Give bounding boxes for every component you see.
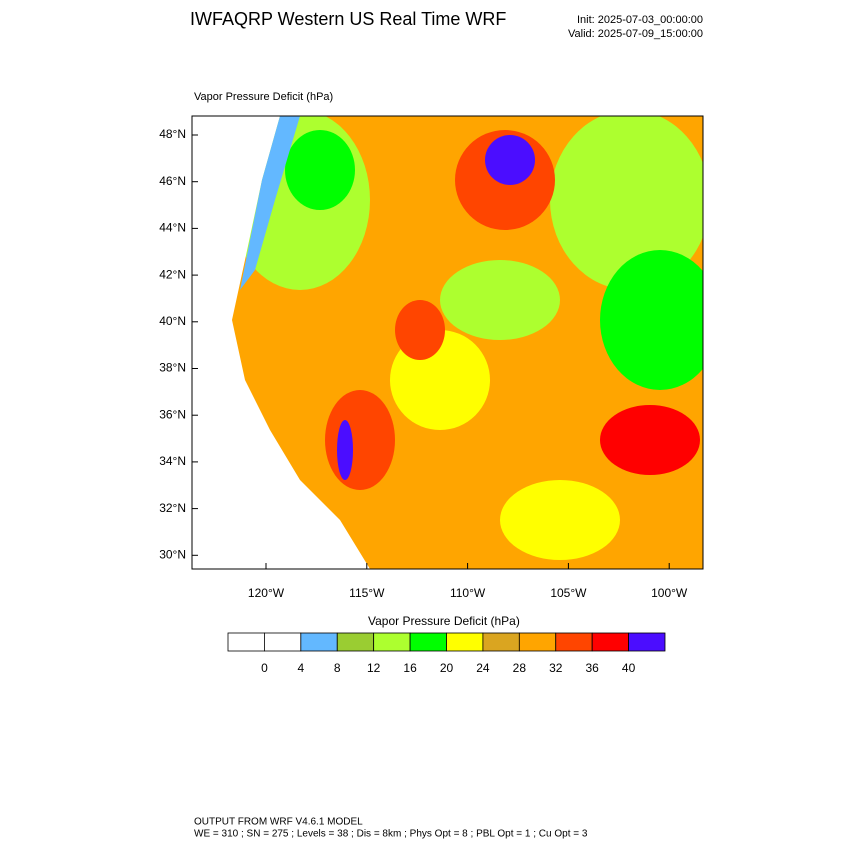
colorbar-label: 20 — [440, 661, 454, 675]
lat-label: 30°N — [159, 547, 186, 561]
colorbar-box — [336, 632, 375, 652]
colorbar-box — [628, 632, 666, 652]
colorbar-box — [373, 632, 411, 652]
colorbar-label: 16 — [403, 661, 417, 675]
lat-label: 48°N — [159, 127, 186, 141]
colorbar-label: 0 — [261, 661, 268, 675]
colorbar-label: 28 — [513, 661, 527, 675]
lat-label: 42°N — [159, 267, 186, 281]
footer-line: OUTPUT FROM WRF V4.6.1 MODEL — [194, 817, 363, 828]
lat-label: 36°N — [159, 407, 186, 421]
lon-label: 115°W — [349, 586, 385, 600]
colorbar-box — [264, 632, 302, 652]
colorbar-label: 24 — [476, 661, 490, 675]
lon-label: 100°W — [651, 586, 688, 600]
colorbar-label: 12 — [367, 661, 381, 675]
colorbar-label: 40 — [622, 661, 636, 675]
colorbar-box — [446, 632, 484, 652]
footer-line: WE = 310 ; SN = 275 ; Levels = 38 ; Dis … — [194, 829, 588, 840]
colorbar-box — [409, 632, 447, 652]
lon-label: 120°W — [248, 586, 285, 600]
lat-label: 34°N — [159, 454, 186, 468]
title: IWFAQRP Western US Real Time WRF — [190, 9, 506, 29]
lat-label: 38°N — [159, 361, 186, 375]
map-frame — [191, 115, 704, 570]
lon-label: 110°W — [450, 586, 486, 600]
colorbar-box — [555, 632, 593, 652]
lon-label: 105°W — [550, 586, 587, 600]
colorbar-title: Vapor Pressure Deficit (hPa) — [368, 614, 520, 628]
colorbar-box — [518, 632, 557, 652]
map-label: Vapor Pressure Deficit (hPa) — [194, 91, 333, 103]
lat-label: 44°N — [159, 221, 186, 235]
lat-label: 40°N — [159, 314, 186, 328]
lat-label: 32°N — [159, 501, 186, 515]
colorbar-label: 8 — [334, 661, 341, 675]
colorbar-box — [482, 632, 520, 652]
colorbar-box — [300, 632, 338, 652]
lat-label: 46°N — [159, 174, 186, 188]
valid-time: Valid: 2025-07-09_15:00:00 — [568, 28, 703, 40]
init-time: Init: 2025-07-03_00:00:00 — [577, 14, 703, 26]
colorbar-box — [591, 632, 629, 652]
colorbar-box — [227, 632, 265, 652]
colorbar-label: 32 — [549, 661, 563, 675]
map-field — [192, 116, 703, 569]
colorbar-label: 4 — [297, 661, 304, 675]
colorbar-label: 36 — [585, 661, 599, 675]
